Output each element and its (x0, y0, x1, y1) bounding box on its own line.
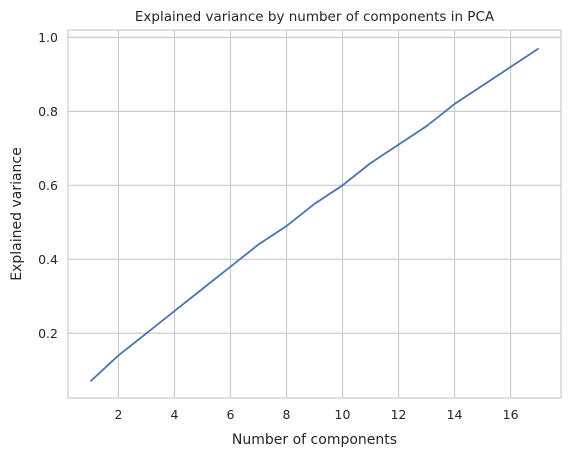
x-tick-label: 2 (114, 407, 122, 422)
x-tick-label: 12 (391, 407, 407, 422)
tick-layer: 2 4 6 8 10 12 14 16 0.2 0.4 0.6 0.8 1.0 (38, 30, 518, 422)
grid-layer (68, 30, 561, 398)
x-tick-label: 4 (170, 407, 178, 422)
x-tick-label: 16 (503, 407, 519, 422)
x-tick-label: 10 (335, 407, 351, 422)
x-tick-label: 6 (226, 407, 234, 422)
chart-title: Explained variance by number of componen… (135, 9, 495, 25)
y-tick-label: 0.4 (38, 252, 58, 267)
y-axis-label: Explained variance (9, 147, 25, 280)
x-tick-label: 14 (447, 407, 463, 422)
y-tick-label: 1.0 (38, 30, 58, 45)
series-layer (89, 47, 540, 383)
y-tick-label: 0.8 (38, 104, 58, 119)
y-tick-label: 0.6 (38, 178, 58, 193)
y-tick-label: 0.2 (38, 326, 58, 341)
plot-frame (67, 29, 562, 399)
x-axis-label: Number of components (232, 432, 397, 448)
x-tick-label: 8 (283, 407, 291, 422)
series-line (89, 47, 540, 383)
